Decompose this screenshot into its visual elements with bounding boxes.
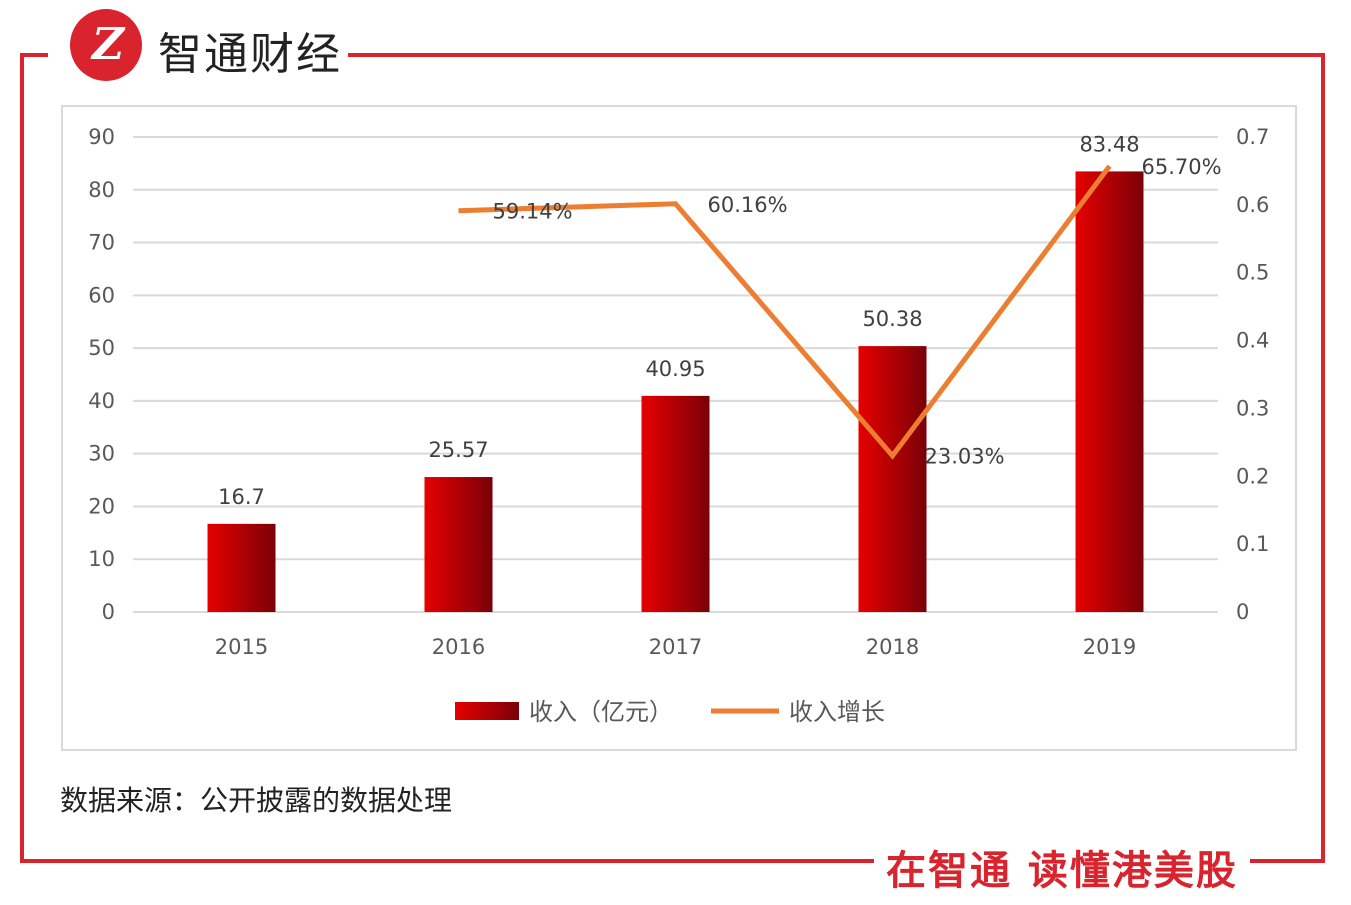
- y-left-tick-label: 70: [88, 231, 115, 255]
- brand-name: 智通财经: [158, 18, 348, 82]
- data-source-note: 数据来源：公开披露的数据处理: [60, 784, 453, 817]
- x-tick-label: 2019: [1083, 635, 1136, 659]
- bar-data-label: 50.38: [862, 307, 922, 331]
- y-right-tick-label: 0.7: [1236, 125, 1269, 149]
- revenue-chart: 16.7 25.57 40.95 50.38 83.48 59.14% 60.16% 23.0…: [88, 125, 1269, 726]
- y-right-tick-label: 0.3: [1236, 396, 1269, 420]
- bar-revenue-2018: [858, 346, 927, 612]
- frame-bottom: [20, 859, 1325, 863]
- chart-container: 16.7 25.57 40.95 50.38 83.48 59.14% 60.16% 23.0…: [61, 105, 1297, 751]
- y-left-tick-label: 80: [88, 178, 115, 202]
- bar-data-label: 83.48: [1079, 132, 1139, 156]
- legend-swatch-revenue: [455, 702, 519, 720]
- y-left-tick-label: 0: [102, 600, 115, 624]
- line-revenue-growth: [458, 164, 1112, 460]
- x-tick-label: 2015: [215, 635, 268, 659]
- y-right-tick-label: 0.5: [1236, 261, 1269, 285]
- bar-data-label: 16.7: [218, 485, 265, 509]
- y-left-tick-label: 50: [88, 336, 115, 360]
- y-right-tick-label: 0.4: [1236, 329, 1269, 353]
- bar-revenue-2017: [641, 395, 710, 612]
- bar-revenue-2015: [207, 523, 276, 612]
- frame-top-right: [342, 53, 1325, 57]
- x-tick-label: 2018: [866, 635, 919, 659]
- bar-data-label: 40.95: [645, 357, 705, 381]
- y-left-tick-label: 60: [88, 283, 115, 307]
- x-tick-label: 2017: [649, 635, 702, 659]
- line-data-label: 65.70%: [1142, 155, 1222, 179]
- line-data-label: 59.14%: [493, 200, 573, 224]
- legend-label-growth: 收入增长: [789, 698, 885, 726]
- y-left-tick-label: 40: [88, 389, 115, 413]
- brand-logo-mark: Z: [91, 19, 124, 70]
- brand-logo: Z: [70, 9, 142, 81]
- y-left-tick-label: 90: [88, 125, 115, 149]
- y-left-tick-label: 20: [88, 494, 115, 518]
- line-data-label: 60.16%: [708, 193, 788, 217]
- bar-data-label: 25.57: [428, 438, 488, 462]
- y-right-tick-label: 0.6: [1236, 193, 1269, 217]
- y-right-tick-label: 0.1: [1236, 532, 1269, 556]
- x-tick-label: 2016: [432, 635, 485, 659]
- bar-revenue-2019: [1075, 171, 1144, 612]
- bar-revenue-2016: [424, 477, 493, 612]
- frame-right: [1321, 53, 1325, 863]
- line-data-label: 23.03%: [925, 445, 1005, 469]
- y-left-tick-label: 30: [88, 442, 115, 466]
- y-right-tick-label: 0.2: [1236, 464, 1269, 488]
- frame-top-left: [20, 53, 48, 57]
- y-right-tick-label: 0: [1236, 600, 1249, 624]
- legend-label-revenue: 收入（亿元）: [529, 698, 673, 726]
- brand-slogan: 在智通 读懂港美股: [874, 838, 1250, 896]
- frame-left: [20, 53, 24, 863]
- y-left-tick-label: 10: [88, 547, 115, 571]
